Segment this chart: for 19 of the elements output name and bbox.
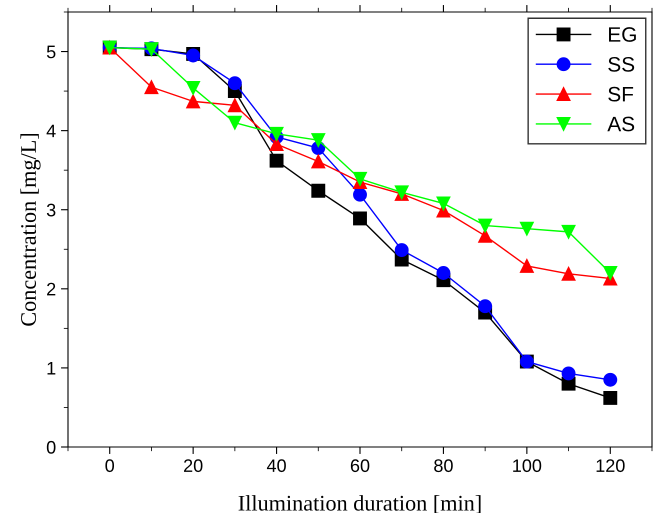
x-tick-label: 120 [596, 459, 625, 472]
x-tick-label: 0 [105, 459, 114, 472]
y-axis-title: Concentration [mg/L] [20, 134, 41, 326]
y-tick-label: 3 [46, 204, 56, 216]
legend-label: SS [608, 56, 634, 72]
y-tick-label: 4 [46, 124, 56, 138]
y-tick-label: 2 [47, 282, 56, 296]
x-tick-label: 100 [513, 459, 542, 472]
x-tick-label: 80 [434, 459, 453, 472]
x-tick-label: 40 [266, 459, 286, 472]
x-tick-label: 60 [350, 459, 370, 472]
legend-label: EG [609, 27, 636, 42]
y-tick-label: 5 [46, 46, 56, 58]
x-tick-label: 20 [184, 459, 202, 472]
legend-label: AS [607, 116, 634, 132]
y-tick-label: 1 [48, 362, 56, 374]
x-axis-title: Illumination duration [min] [238, 495, 481, 513]
legend-label: SF [608, 86, 634, 102]
y-tick-label: 0 [46, 440, 56, 454]
